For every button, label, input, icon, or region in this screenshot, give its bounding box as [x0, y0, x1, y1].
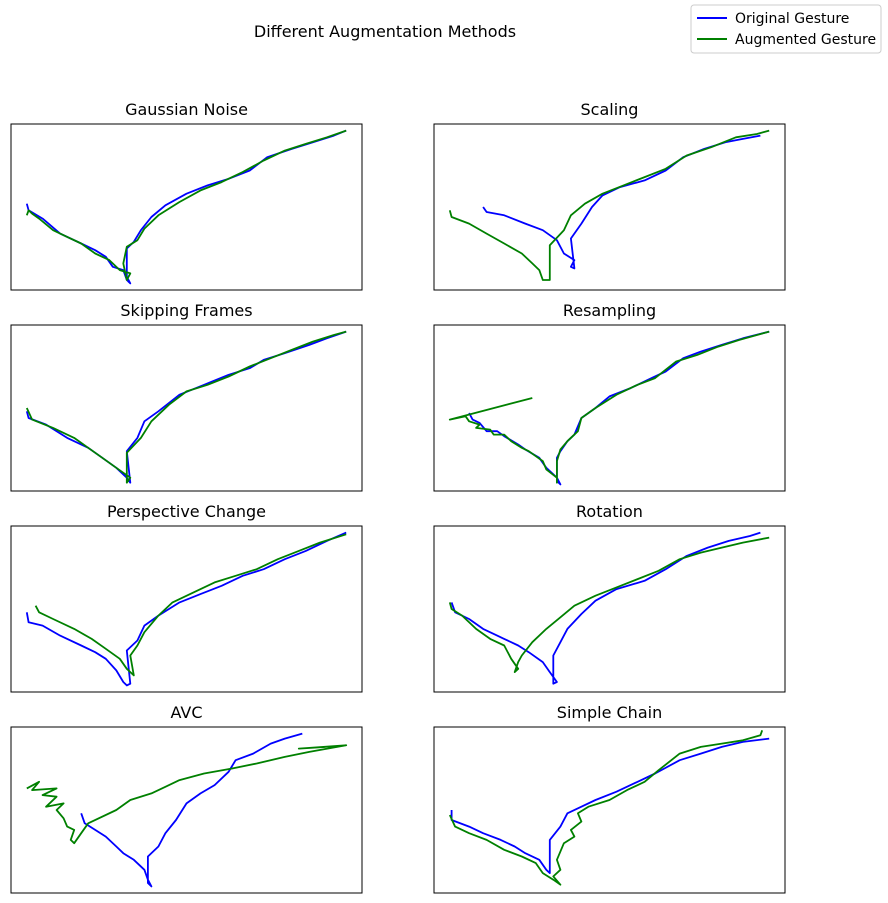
augmented-gesture-line	[448, 536, 770, 673]
original-gesture-line	[25, 129, 347, 285]
original-gesture-line	[450, 737, 770, 874]
subplot-title: Skipping Frames	[120, 301, 252, 320]
subplot-gaussian-noise: Gaussian Noise	[10, 100, 363, 291]
legend-label-original: Original Gesture	[735, 11, 849, 27]
subplot-grid: Gaussian Noise Scaling Skipping Frames Resa…	[10, 100, 786, 894]
original-gesture-line	[80, 732, 303, 888]
augmented-gesture-line	[448, 729, 764, 886]
subplot-frame	[433, 123, 786, 291]
original-gesture-line	[482, 134, 761, 270]
augmented-gesture-line	[26, 744, 348, 845]
subplot-frame	[10, 726, 363, 894]
legend: Original Gesture Augmented Gesture	[690, 4, 882, 54]
augmented-gesture-line	[34, 533, 347, 677]
subplot-rotation: Rotation	[433, 502, 786, 693]
subplot-frame	[10, 123, 363, 291]
subplot-resampling: Resampling	[433, 301, 786, 492]
legend-frame	[690, 4, 882, 54]
original-gesture-line	[468, 330, 770, 486]
subplot-avc: AVC	[10, 703, 363, 894]
subplot-skipping-frames: Skipping Frames	[10, 301, 363, 492]
subplot-title: Rotation	[576, 502, 643, 521]
subplot-title: AVC	[170, 703, 202, 722]
original-gesture-line	[25, 330, 347, 484]
subplot-frame	[10, 525, 363, 693]
subplot-frame	[433, 726, 786, 894]
subplot-frame	[433, 324, 786, 492]
subplot-title: Resampling	[563, 301, 656, 320]
original-gesture-line	[25, 531, 347, 687]
augmented-gesture-line	[448, 330, 770, 484]
subplot-scaling: Scaling	[433, 100, 786, 291]
augmented-gesture-line	[25, 129, 347, 281]
subplot-title: Gaussian Noise	[125, 100, 248, 119]
subplot-title: Scaling	[581, 100, 639, 119]
augmented-gesture-line	[448, 129, 770, 281]
subplot-frame	[433, 525, 786, 693]
augmented-gesture-line	[25, 330, 347, 484]
subplot-simple-chain: Simple Chain	[433, 703, 786, 894]
legend-label-augmented: Augmented Gesture	[735, 32, 876, 48]
original-gesture-line	[450, 531, 761, 685]
subplot-title: Perspective Change	[107, 502, 266, 521]
subplot-perspective-change: Perspective Change	[10, 502, 363, 693]
figure-title: Different Augmentation Methods	[254, 22, 516, 41]
subplot-title: Simple Chain	[557, 703, 662, 722]
subplot-frame	[10, 324, 363, 492]
